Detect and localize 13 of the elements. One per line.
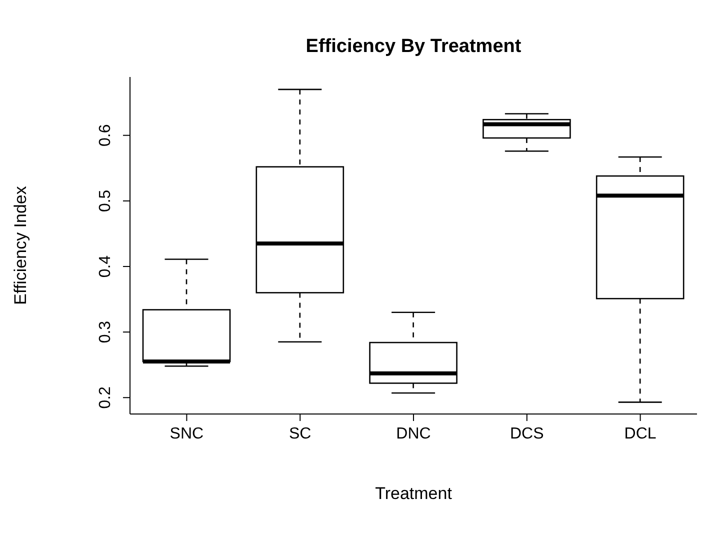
x-tick-label: DNC [396,425,431,442]
x-tick-label: DCS [510,425,544,442]
y-tick-label: 0.3 [97,320,114,344]
x-axis-title: Treatment [374,484,453,504]
y-axis-title: Efficiency Index [11,186,30,305]
y-tick-label: 0.5 [97,190,114,212]
chart-title: Efficiency By Treatment [304,36,522,58]
x-tick-label: SC [288,425,312,442]
x-tick-label: DCL [624,425,656,442]
y-tick-label: 0.4 [97,255,114,278]
y-tick-label: 0.2 [97,386,114,409]
x-tick-label: SNC [170,425,204,442]
y-tick-label: 0.6 [97,124,114,146]
